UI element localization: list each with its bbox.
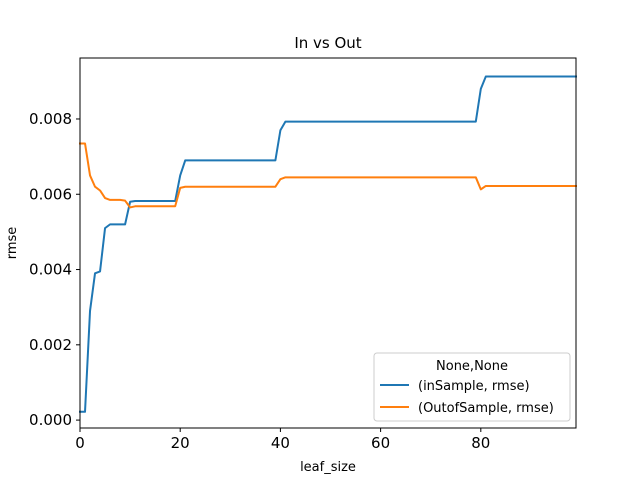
x-tick-label: 20: [171, 434, 190, 452]
series-line-0: [79, 75, 577, 413]
y-axis: 0.000 0.002 0.004 0.006 0.008: [29, 110, 80, 429]
x-tick-label: 0: [75, 434, 85, 452]
legend-box: [373, 352, 571, 422]
y-tick-label: 0.004: [29, 261, 72, 279]
plot-frame: [79, 57, 577, 429]
legend-label-outofsample: (OutofSample, rmse): [418, 401, 554, 416]
x-axis-label: leaf_size: [300, 460, 356, 475]
x-tick-label: 40: [271, 434, 290, 452]
x-axis: 0 20 40 60 80: [75, 428, 490, 452]
legend: None,None (inSample, rmse) (OutofSample,…: [373, 352, 571, 422]
chart-title: In vs Out: [294, 34, 361, 52]
x-tick-label: 80: [471, 434, 490, 452]
y-tick-label: 0.006: [29, 185, 72, 203]
y-tick-label: 0.008: [29, 110, 72, 128]
series-layer: [79, 75, 577, 413]
series-line-1: [79, 142, 577, 209]
legend-title: None,None: [436, 359, 508, 374]
y-tick-label: 0.000: [29, 411, 72, 429]
y-axis-label: rmse: [5, 227, 20, 260]
legend-label-insample: (inSample, rmse): [418, 379, 530, 394]
x-tick-label: 60: [371, 434, 390, 452]
y-tick-label: 0.002: [29, 336, 72, 354]
